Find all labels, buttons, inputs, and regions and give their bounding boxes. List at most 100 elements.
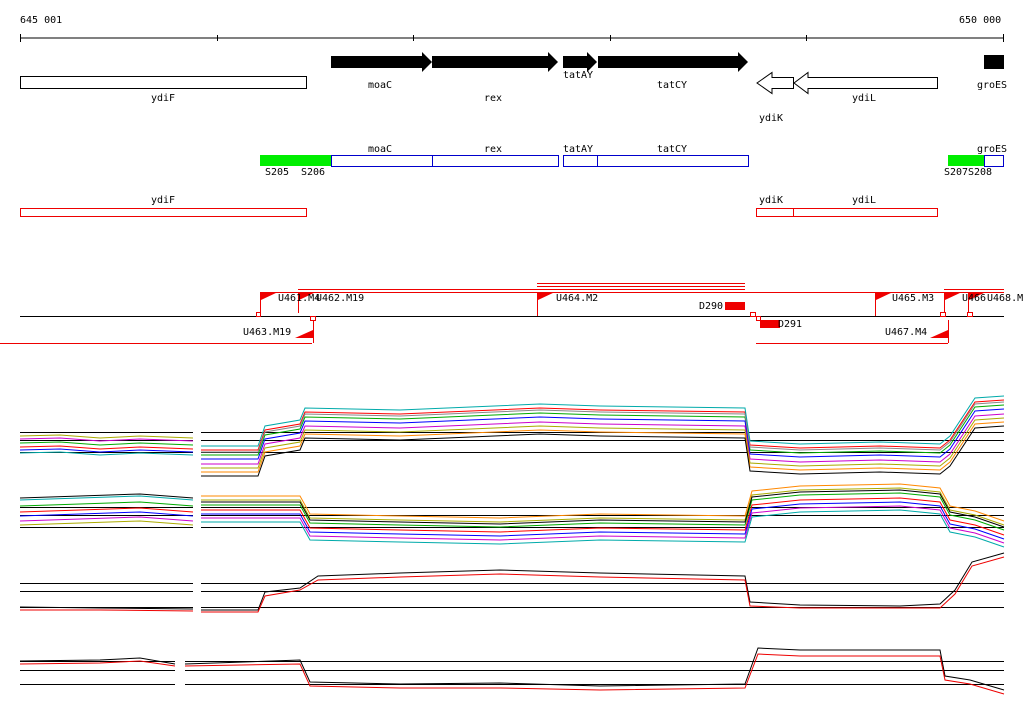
segment-box	[432, 155, 559, 167]
red-gene-label: ydiL	[852, 195, 876, 206]
track-line	[20, 609, 194, 612]
track-line	[967, 312, 973, 317]
group	[20, 208, 938, 217]
track-line	[940, 312, 946, 317]
segment-box	[563, 155, 598, 167]
segment-box	[331, 155, 433, 167]
feature-flag	[299, 292, 316, 300]
feature-flag	[969, 292, 986, 300]
expression-panel	[19, 483, 1005, 548]
track-line	[19, 434, 194, 439]
gene-arrow	[756, 71, 794, 95]
feature-flag	[295, 330, 313, 338]
feature-label: U467.M4	[885, 327, 927, 338]
red-gene-label: ydiF	[151, 195, 175, 206]
gene-track: ydiF moaC rex tatAY tatCY ydiK ydiL groE…	[20, 52, 1007, 124]
segment-label: S206	[301, 167, 325, 178]
red-gene-box	[793, 208, 938, 217]
track-line	[200, 497, 1005, 536]
track-line	[200, 401, 1005, 453]
segment	[948, 155, 984, 166]
track-line	[200, 489, 1005, 528]
red-gene-label: ydiK	[759, 195, 783, 206]
expression-panel	[19, 552, 1005, 613]
track-line	[20, 507, 1004, 528]
segment	[260, 155, 331, 166]
gene-label: ydiK	[759, 113, 783, 124]
expression-panel	[19, 647, 1005, 695]
track-line	[19, 516, 194, 522]
gene-arrow	[793, 71, 938, 95]
feature-box	[725, 302, 745, 310]
gene-arrow	[598, 52, 748, 72]
segment-label: rex	[484, 144, 502, 155]
group	[0, 283, 1004, 344]
gene-label: tatAY	[563, 70, 593, 81]
gene-label: groES	[977, 80, 1007, 91]
segment-track: moaC rex tatAY tatCY groES S205 S206 S20…	[260, 144, 1007, 178]
feature-label: U462.M19	[316, 293, 364, 304]
track-line	[20, 583, 1004, 608]
track-line	[19, 445, 194, 450]
gene-box	[20, 76, 307, 89]
feature-label: U463.M19	[243, 327, 291, 338]
gene-label: ydiF	[151, 93, 175, 104]
track-line	[201, 556, 1005, 613]
segment-box	[597, 155, 749, 167]
segment-label: tatAY	[563, 144, 593, 155]
track-line	[19, 507, 194, 513]
group	[331, 155, 1004, 167]
track-line	[184, 653, 1005, 695]
feature-label: U468.M	[987, 293, 1023, 304]
feature-flag	[261, 292, 278, 300]
gene-label: moaC	[368, 80, 392, 91]
feature-label: D291	[778, 319, 802, 330]
segment-label: S205	[265, 167, 289, 178]
segment-label: tatCY	[657, 144, 687, 155]
segment-label: S207	[944, 167, 968, 178]
segment-label: S208	[968, 167, 992, 178]
ruler: 645 001 650 000	[20, 15, 1004, 42]
feature-flag	[538, 292, 555, 300]
track-line	[19, 520, 194, 526]
gene-arrow	[563, 52, 597, 72]
track-line	[756, 316, 761, 321]
track-line	[19, 441, 194, 446]
track-line	[19, 495, 194, 501]
feature-flag	[876, 292, 893, 300]
gene-arrow	[432, 52, 558, 72]
segment-box	[984, 155, 1004, 167]
track-line	[20, 661, 1004, 685]
track-line	[260, 292, 969, 343]
track-line	[19, 606, 194, 610]
gene-label: tatCY	[657, 80, 687, 91]
segment-label: moaC	[368, 144, 392, 155]
gene-label: ydiL	[852, 93, 876, 104]
track-line	[200, 505, 1005, 544]
track-line	[256, 312, 261, 317]
red-gene-box	[20, 208, 307, 217]
group	[19, 395, 1005, 477]
red-gene-track: ydiF ydiK ydiL	[20, 195, 938, 217]
segment-label: groES	[977, 144, 1007, 155]
track-line	[19, 501, 194, 507]
track-line	[184, 647, 1005, 691]
expression-panel	[19, 395, 1005, 477]
group	[261, 292, 986, 338]
feature-flag	[930, 330, 948, 338]
gene-arrow	[331, 52, 432, 72]
feature-track: U461.M4 U462.M19 U464.M2 D290 D291 U465.…	[0, 283, 1023, 344]
feature-label: U464.M2	[556, 293, 598, 304]
track-line	[750, 312, 756, 317]
gene-arrow	[984, 55, 1004, 69]
ruler-end: 650 000	[959, 15, 1001, 26]
track-line	[19, 660, 176, 667]
track-line	[310, 316, 316, 321]
track-line	[19, 448, 194, 453]
feature-box	[760, 320, 780, 328]
feature-flag	[945, 292, 962, 300]
red-gene-box	[756, 208, 794, 217]
track-line	[0, 283, 1004, 344]
